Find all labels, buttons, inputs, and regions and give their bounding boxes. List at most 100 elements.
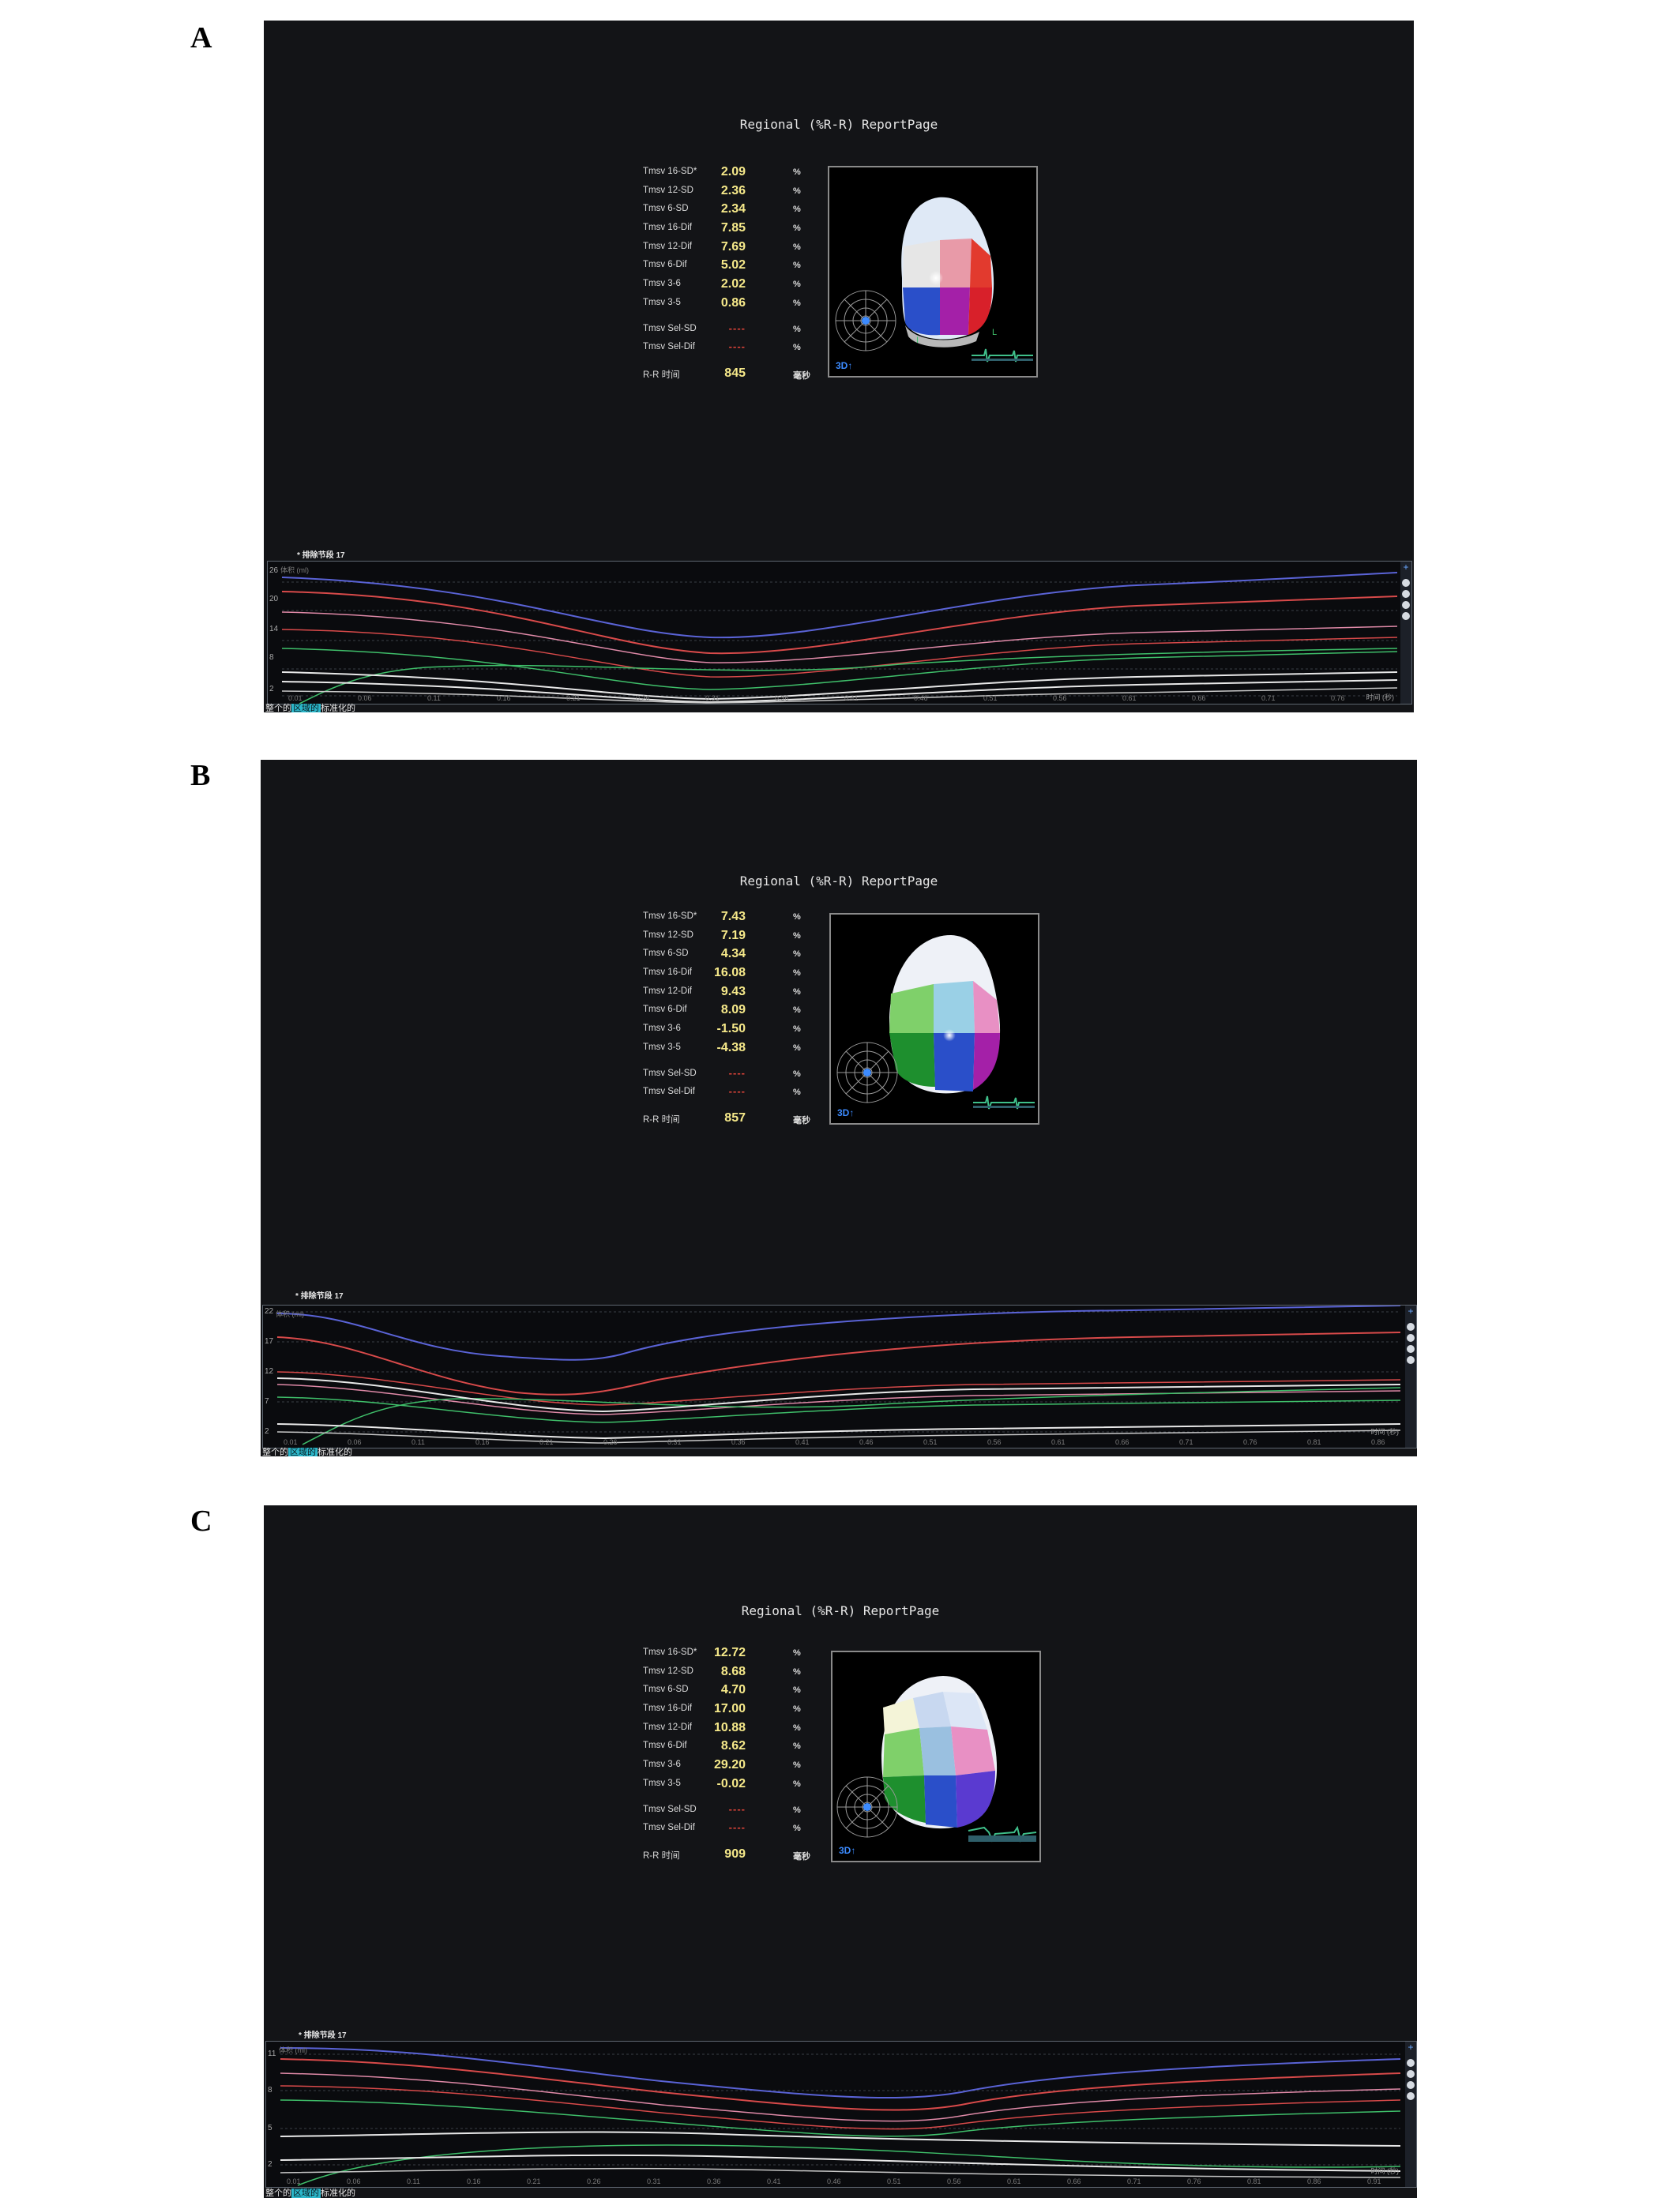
metric-label: Tmsv 3-5 bbox=[643, 1042, 681, 1052]
rr-unit: 毫秒 bbox=[793, 1851, 810, 1862]
x-tick: 0.81 bbox=[1247, 2177, 1261, 2185]
tool-icon[interactable] bbox=[1407, 1356, 1415, 1364]
metric-row: Tmsv 6-Dif 5.02% bbox=[643, 258, 817, 277]
metric-label: Tmsv 16-SD* bbox=[643, 911, 697, 921]
metric-label: Tmsv 3-6 bbox=[643, 1024, 681, 1034]
tab-regional[interactable]: 区域的 bbox=[291, 2189, 321, 2198]
metric-unit: % bbox=[793, 1704, 801, 1715]
metric-row: R-R 时间 845 毫秒 bbox=[643, 366, 817, 385]
metric-label: Tmsv 12-Dif bbox=[643, 1722, 692, 1732]
metric-label: Tmsv 16-Dif bbox=[643, 1704, 692, 1714]
tool-icon[interactable] bbox=[1407, 2081, 1415, 2089]
zoom-in-icon[interactable]: + bbox=[1408, 2042, 1414, 2053]
x-tick: 0.76 bbox=[1187, 2177, 1201, 2185]
y-tick: 7 bbox=[265, 1397, 269, 1406]
chart-toolbar: + bbox=[1405, 2042, 1416, 2187]
rr-value: 845 bbox=[724, 366, 746, 380]
x-tick: 0.11 bbox=[407, 2177, 420, 2185]
tool-icon[interactable] bbox=[1407, 1323, 1415, 1331]
tool-icon[interactable] bbox=[1407, 1345, 1415, 1353]
metric-value: 4.70 bbox=[720, 1683, 746, 1697]
3d-viewer[interactable]: I L 3D↑ bbox=[828, 166, 1038, 378]
tool-icon[interactable] bbox=[1407, 2059, 1415, 2067]
y-tick: 2 bbox=[268, 2160, 272, 2169]
y-tick: 11 bbox=[268, 2050, 276, 2058]
tab-regional[interactable]: 区域的 bbox=[288, 1448, 318, 1456]
3d-view-label[interactable]: 3D↑ bbox=[839, 1845, 856, 1856]
metric-value: 0.86 bbox=[720, 295, 746, 310]
x-tick: 0.31 bbox=[667, 1438, 682, 1446]
metric-row: Tmsv 12-SD 2.36% bbox=[643, 184, 817, 203]
3d-viewer[interactable]: 3D↑ bbox=[829, 913, 1039, 1125]
tool-icon[interactable] bbox=[1402, 612, 1410, 620]
metric-label: Tmsv 6-SD bbox=[643, 949, 689, 959]
x-tick: 0.11 bbox=[412, 1438, 425, 1446]
tab-regional[interactable]: 区域的 bbox=[291, 704, 321, 712]
metric-row: Tmsv 12-Dif 7.69% bbox=[643, 240, 817, 259]
x-tick: 0.26 bbox=[636, 694, 650, 702]
chart-toolbar: + bbox=[1405, 1306, 1416, 1448]
tool-icon[interactable] bbox=[1402, 590, 1410, 598]
metric-unit: % bbox=[793, 1043, 801, 1053]
metric-value: 9.43 bbox=[720, 984, 746, 998]
metric-unit: % bbox=[793, 224, 801, 234]
volume-curves-plot bbox=[281, 572, 1398, 704]
x-tick: 0.46 bbox=[914, 694, 928, 702]
zoom-in-icon[interactable]: + bbox=[1403, 562, 1409, 573]
x-tick: 0.61 bbox=[1007, 2177, 1021, 2185]
metric-row: Tmsv 16-Dif 7.85% bbox=[643, 221, 817, 240]
volume-curves-chart: 体积 (ml) 22 17 12 7 2 0.01 0.06 0.11 0.16… bbox=[262, 1305, 1417, 1448]
metric-label: Tmsv 16-SD* bbox=[643, 1648, 697, 1657]
x-tick: 0.21 bbox=[566, 694, 581, 702]
metric-unit: % bbox=[793, 1779, 801, 1789]
metric-label: Tmsv 3-5 bbox=[643, 1778, 681, 1788]
report-title: Regional (%R-R) ReportPage bbox=[741, 1603, 940, 1618]
metric-label: Tmsv 6-Dif bbox=[643, 1005, 687, 1015]
x-tick: 0.16 bbox=[497, 694, 511, 702]
x-axis-label: 时间 (秒) bbox=[1366, 693, 1395, 701]
metric-unit: % bbox=[793, 1069, 801, 1079]
tool-icon[interactable] bbox=[1402, 579, 1410, 587]
metric-label: Tmsv 3-5 bbox=[643, 297, 681, 307]
metric-value: 2.02 bbox=[720, 277, 746, 291]
metric-row: Tmsv 3-6 2.02% bbox=[643, 277, 817, 296]
x-tick: 0.01 bbox=[288, 694, 303, 702]
metric-unit: % bbox=[793, 261, 801, 271]
metric-label: Tmsv 16-Dif bbox=[643, 223, 692, 233]
tool-icon[interactable] bbox=[1407, 2070, 1415, 2078]
tab-whole[interactable]: 整个的 bbox=[265, 704, 291, 712]
x-tick: 0.31 bbox=[705, 694, 720, 702]
3d-viewer[interactable]: 3D↑ bbox=[831, 1651, 1041, 1862]
metric-unit: % bbox=[793, 1088, 801, 1098]
x-tick: 0.66 bbox=[1192, 694, 1206, 702]
tab-whole[interactable]: 整个的 bbox=[265, 2189, 291, 2198]
metric-row: Tmsv 3-5 -0.02% bbox=[643, 1777, 817, 1796]
x-tick: 0.51 bbox=[923, 1438, 938, 1446]
tab-whole[interactable]: 整个的 bbox=[262, 1448, 288, 1456]
metric-value: 7.85 bbox=[720, 221, 746, 235]
metric-row: Tmsv 12-Dif 9.43% bbox=[643, 985, 817, 1004]
tab-normalized[interactable]: 标准化的 bbox=[321, 2189, 355, 2198]
tab-normalized[interactable]: 标准化的 bbox=[321, 704, 355, 712]
rr-label: R-R 时间 bbox=[643, 1850, 680, 1861]
metric-label: Tmsv 12-SD bbox=[643, 930, 693, 940]
tool-icon[interactable] bbox=[1402, 601, 1410, 609]
3d-view-label[interactable]: 3D↑ bbox=[836, 360, 853, 371]
x-tick: 0.21 bbox=[527, 2177, 541, 2185]
y-tick: 22 bbox=[265, 1307, 274, 1316]
tab-normalized[interactable]: 标准化的 bbox=[318, 1448, 352, 1456]
metric-row: Tmsv 16-Dif 16.08% bbox=[643, 966, 817, 985]
metric-value: -0.02 bbox=[716, 1776, 746, 1790]
zoom-in-icon[interactable]: + bbox=[1408, 1306, 1414, 1317]
panel-letter: A bbox=[190, 21, 212, 54]
tool-icon[interactable] bbox=[1407, 2092, 1415, 2100]
x-tick: 0.01 bbox=[287, 2177, 301, 2185]
metric-row: Tmsv Sel-Dif ----% bbox=[643, 1085, 817, 1104]
metric-value: 2.09 bbox=[720, 165, 746, 178]
tool-icon[interactable] bbox=[1407, 1334, 1415, 1342]
view-mode-tabs: 整个的 区域的 标准化的 bbox=[262, 1445, 352, 1456]
metric-unit: % bbox=[793, 1824, 801, 1834]
y-axis-label: 体积 (ml) bbox=[280, 566, 309, 574]
metric-unit: % bbox=[793, 1024, 801, 1035]
3d-view-label[interactable]: 3D↑ bbox=[837, 1107, 855, 1118]
